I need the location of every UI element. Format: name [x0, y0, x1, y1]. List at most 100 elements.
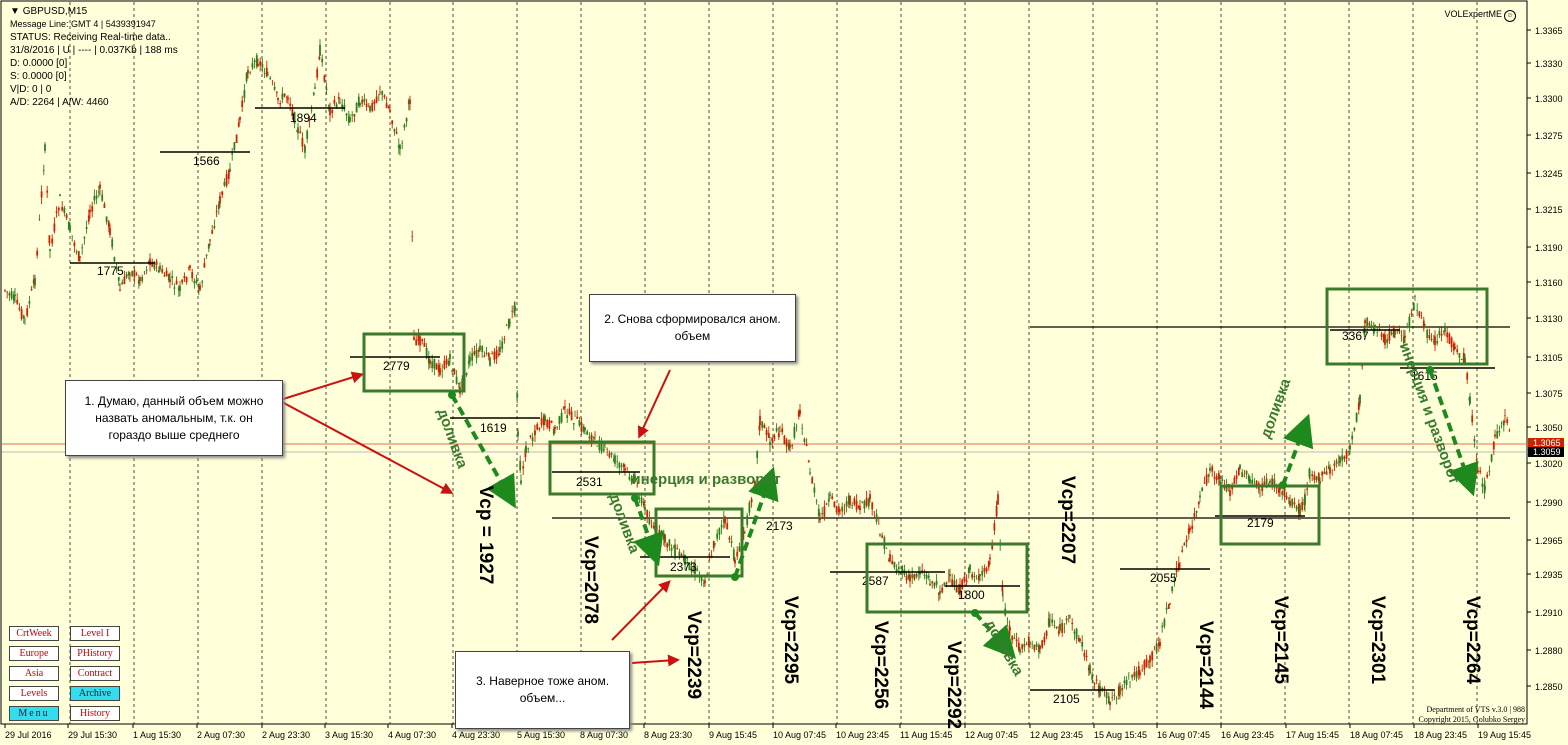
- time-axis-label: 29 Jul 15:30: [68, 730, 117, 740]
- symbol-title: ▼ GBPUSD,M15: [10, 5, 178, 18]
- volume-level-value: 2587: [862, 574, 889, 588]
- volume-level-value: 3367: [1342, 329, 1369, 343]
- anomaly-volume-box: [362, 332, 466, 393]
- time-axis-label: 1 Aug 15:30: [133, 730, 181, 740]
- contract-button[interactable]: Contract: [70, 666, 120, 681]
- levels-button[interactable]: Levels: [9, 686, 59, 701]
- volume-level-value: 2105: [1053, 692, 1080, 706]
- green-dashed-arrow: [733, 466, 779, 578]
- callout-text: 2. Снова сформировался аном. объем: [604, 312, 781, 343]
- time-axis-label: 9 Aug 15:45: [709, 730, 757, 740]
- price-axis-label: 1.3245: [1535, 169, 1563, 179]
- info-line: A/D: 2264 | A/W: 4460: [10, 97, 109, 108]
- level-one-button[interactable]: Level I: [70, 626, 120, 641]
- red-arrow: [281, 401, 454, 494]
- chart-border: [0, 0, 1528, 725]
- menu-button[interactable]: Menu: [9, 706, 59, 721]
- time-axis-label: 5 Aug 15:30: [517, 730, 565, 740]
- time-axis-label: 19 Aug 15:45: [1478, 730, 1531, 740]
- price-axis-label: 1.3075: [1535, 389, 1563, 399]
- expert-advisor-label: VOLExpertME ☺: [1444, 9, 1516, 22]
- vcp-label: Vcp=2264: [1462, 596, 1483, 685]
- price-axis-label: 1.2850: [1535, 682, 1563, 692]
- time-axis-label: 12 Aug 07:45: [965, 730, 1018, 740]
- smiley-icon[interactable]: ☺: [1504, 10, 1516, 22]
- info-line: Message Line: GMT 4 | 5439391947: [10, 19, 156, 29]
- volume-level-value: 2173: [766, 519, 793, 533]
- price-axis-label: 1.2880: [1535, 646, 1563, 656]
- red-arrow: [631, 654, 680, 667]
- price-tag-bg: [1528, 438, 1564, 448]
- green-dashed-arrow: [633, 497, 664, 567]
- volume-level-value: 1894: [290, 111, 317, 125]
- inertia-reversal-label: инерция и разворот: [1396, 340, 1463, 486]
- time-axis-label: 29 Jul 2016: [5, 730, 52, 740]
- price-axis-label: 1.3300: [1535, 94, 1563, 104]
- red-arrow: [611, 580, 671, 641]
- time-axis-label: 2 Aug 23:30: [262, 730, 310, 740]
- price-axis-label: 1.2990: [1535, 498, 1563, 508]
- inertia-reversal-label: инерция и разворот: [631, 471, 780, 488]
- copyright-line: Copyright 2015, Golubko Sergey: [1418, 715, 1525, 724]
- callout-note-1: 1. Думаю, данный объем можно назвать ано…: [65, 380, 283, 456]
- red-arrow: [637, 369, 671, 439]
- volume-level-value: 1619: [480, 421, 507, 435]
- info-line: 31/8/2016 | U | ---- | 0.037Kb | 188 ms: [10, 45, 178, 56]
- price-axis-label: 1.3160: [1535, 278, 1563, 288]
- vcp-label: Vcp=2256: [870, 621, 891, 709]
- time-axis-label: 16 Aug 07:45: [1157, 730, 1210, 740]
- price-tag: 1.3065: [1533, 438, 1561, 448]
- anomaly-volume-box: [1325, 287, 1489, 366]
- time-axis-label: 4 Aug 07:30: [388, 730, 436, 740]
- expert-name: VOLExpertME: [1444, 9, 1502, 19]
- green-dashed-arrow: [1281, 413, 1314, 486]
- vcp-label: Vcp=2301: [1367, 596, 1388, 685]
- time-axis-label: 2 Aug 07:30: [197, 730, 245, 740]
- time-axis-label: 17 Aug 15:45: [1286, 730, 1339, 740]
- asia-button[interactable]: Asia: [9, 666, 59, 681]
- copyright-line: Department of VTS v.3.0 | 988: [1426, 705, 1525, 714]
- symbol-title-text: GBPUSD,M15: [22, 6, 88, 17]
- price-axis-label: 1.3105: [1535, 353, 1563, 363]
- vcp-label: Vcp=2295: [780, 596, 801, 685]
- info-panel: ▼ GBPUSD,M15 Message Line: GMT 4 | 54393…: [10, 5, 178, 109]
- volume-level-value: 1566: [193, 154, 220, 168]
- time-axis-label: 4 Aug 23:30: [452, 730, 500, 740]
- green-dashed-arrow: [450, 394, 516, 509]
- time-axis-label: 8 Aug 07:30: [580, 730, 628, 740]
- price-axis-label: 1.3215: [1535, 205, 1563, 215]
- info-line: STATUS: Receiving Real-time data..: [10, 32, 171, 43]
- archive-button[interactable]: Archive: [70, 686, 120, 701]
- info-line: S: 0.0000 [0]: [10, 71, 67, 82]
- time-axis-label: 10 Aug 23:45: [836, 730, 889, 740]
- time-axis-label: 15 Aug 15:45: [1094, 730, 1147, 740]
- time-axis-label: 16 Aug 23:45: [1221, 730, 1274, 740]
- phistory-button[interactable]: PHistory: [70, 646, 120, 661]
- anomaly-volume-box: [548, 440, 656, 496]
- time-axis-label: 18 Aug 23:45: [1414, 730, 1467, 740]
- europe-button[interactable]: Europe: [9, 646, 59, 661]
- price-axis-label: 1.3365: [1535, 26, 1563, 36]
- dolivka-label: доливка: [434, 406, 471, 471]
- green-dashed-arrow: [1428, 369, 1479, 497]
- vcp-label: Vcp=2144: [1195, 621, 1216, 710]
- history-button[interactable]: History: [70, 706, 120, 721]
- time-axis-label: 12 Aug 23:45: [1030, 730, 1083, 740]
- dolivka-label: доливка: [1257, 376, 1294, 441]
- vcp-label: Vcp=2207: [1057, 476, 1078, 564]
- vcp-label: Vcp = 1927: [475, 486, 496, 585]
- time-axis-label: 11 Aug 15:45: [900, 730, 952, 740]
- time-axis-label: 18 Aug 07:45: [1350, 730, 1403, 740]
- info-line: D: 0.0000 [0]: [10, 58, 68, 69]
- volume-level-value: 2055: [1150, 571, 1177, 585]
- volume-level-value: 1800: [958, 588, 985, 602]
- dropdown-triangle-icon[interactable]: ▼: [10, 6, 20, 17]
- crtweek-button[interactable]: CrtWeek: [9, 626, 59, 641]
- volume-level-value: 2373: [670, 560, 697, 574]
- price-axis-label: 1.2935: [1535, 570, 1563, 580]
- volume-level-value: 2531: [576, 475, 603, 489]
- price-axis-label: 1.3020: [1535, 459, 1563, 469]
- volume-level-value: 2179: [1247, 516, 1274, 530]
